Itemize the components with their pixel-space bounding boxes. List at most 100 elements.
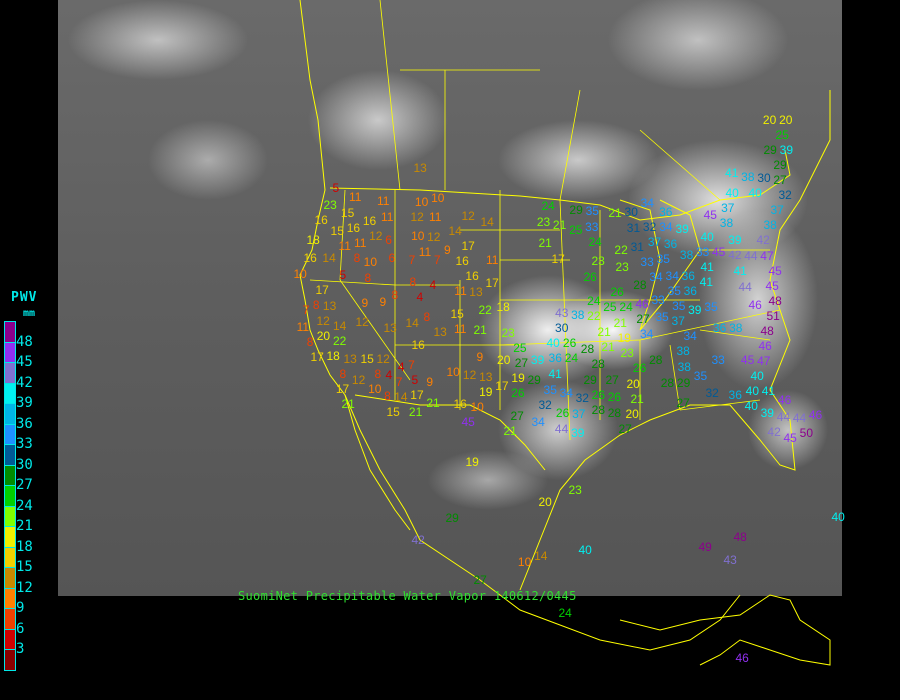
station-pwv-value: 38	[571, 308, 585, 322]
station-pwv-value: 21	[552, 218, 567, 232]
station-pwv-value: 14	[448, 224, 462, 239]
station-pwv-value: 37	[572, 407, 586, 422]
legend-label: 12	[16, 579, 33, 596]
station-pwv-value: 36	[712, 321, 727, 335]
station-pwv-value: 25	[775, 128, 789, 143]
station-pwv-value: 13	[322, 298, 337, 313]
station-pwv-value: 28	[607, 406, 622, 420]
station-pwv-value: 48	[760, 323, 774, 338]
station-pwv-value: 47	[760, 248, 774, 263]
station-pwv-value: 37	[721, 200, 735, 215]
station-pwv-value: 34	[665, 269, 679, 284]
station-pwv-value: 13	[433, 325, 447, 339]
station-pwv-value: 11	[429, 210, 442, 224]
station-pwv-value: 44	[776, 410, 791, 424]
station-pwv-value: 12	[461, 209, 475, 224]
baja-coastline	[344, 394, 411, 531]
legend-swatch	[5, 650, 15, 670]
station-pwv-value: 22	[587, 309, 601, 324]
legend-swatch	[5, 342, 15, 363]
station-pwv-value: 16	[455, 254, 469, 269]
legend-label: 3	[16, 641, 25, 657]
station-pwv-value: 36	[683, 284, 697, 299]
station-pwv-value: 22	[614, 243, 628, 257]
station-pwv-value: 34	[639, 327, 654, 342]
station-pwv-value: 8	[423, 310, 431, 324]
legend-label: 45	[16, 354, 33, 370]
legend-title: PWV	[11, 290, 38, 305]
station-pwv-value: 45	[703, 208, 717, 222]
station-pwv-value: 12	[351, 373, 366, 387]
station-pwv-value: 46	[735, 651, 749, 665]
station-pwv-value: 40	[725, 185, 739, 200]
station-pwv-value: 39	[571, 426, 585, 440]
station-pwv-value: 9	[444, 243, 451, 258]
station-pwv-value: 10	[470, 400, 484, 415]
station-pwv-value: 20	[626, 377, 640, 392]
station-pwv-value: 5	[339, 268, 347, 282]
station-pwv-value: 40	[745, 384, 759, 399]
station-pwv-value: 40	[700, 229, 714, 244]
station-pwv-value: 43	[723, 553, 737, 567]
legend-label: 15	[16, 559, 33, 575]
station-pwv-value: 20	[625, 407, 639, 422]
station-pwv-value: 41	[761, 384, 776, 399]
legend-swatch	[5, 588, 15, 609]
station-pwv-value: 17	[495, 379, 509, 394]
station-pwv-value: 32	[575, 390, 589, 405]
station-pwv-value: 18	[326, 349, 340, 364]
station-pwv-value: 45	[768, 263, 782, 278]
station-pwv-value: 40	[750, 369, 764, 384]
station-pwv-value: 11	[486, 253, 499, 267]
station-pwv-value: 38	[763, 218, 777, 233]
station-pwv-value: 8	[339, 366, 347, 381]
station-pwv-value: 38	[741, 170, 755, 185]
station-pwv-value: 12	[316, 313, 330, 328]
station-pwv-value: 11	[454, 284, 467, 299]
station-pwv-value: 38	[729, 321, 743, 335]
station-pwv-value: 10	[293, 266, 307, 281]
station-pwv-value: 41	[699, 274, 714, 289]
great-lakes-outline	[619, 199, 701, 331]
station-pwv-value: 40	[831, 510, 845, 524]
station-pwv-value: 27	[773, 173, 787, 188]
station-pwv-value: 23	[536, 214, 551, 229]
legend-swatch	[5, 322, 15, 343]
station-pwv-value: 4	[397, 359, 405, 374]
station-pwv-value: 33	[585, 219, 599, 234]
station-pwv-value: 17	[461, 239, 475, 254]
station-pwv-value: 7	[408, 253, 416, 267]
station-pwv-value: 34	[683, 329, 697, 344]
station-pwv-value: 33	[711, 353, 725, 367]
legend-label: 36	[16, 415, 33, 432]
station-pwv-value: 24	[587, 293, 601, 308]
station-pwv-value: 11	[296, 319, 310, 334]
station-pwv-value: 14	[394, 389, 408, 404]
station-pwv-value: 29	[676, 376, 691, 390]
station-pwv-value: 45	[765, 278, 779, 293]
station-pwv-value: 28	[591, 402, 605, 417]
station-pwv-value: 26	[632, 360, 647, 375]
station-pwv-value: 37	[671, 314, 685, 329]
station-pwv-value: 13	[383, 321, 397, 335]
us-mexico-border	[354, 394, 546, 471]
station-pwv-value: 44	[792, 411, 807, 425]
station-pwv-value: 36	[728, 388, 742, 402]
station-pwv-value: 18	[306, 233, 320, 247]
station-pwv-value: 28	[649, 353, 663, 367]
station-pwv-value: 19	[479, 385, 493, 400]
station-pwv-value: 46	[635, 296, 649, 311]
station-pwv-value: 34	[559, 386, 573, 400]
station-pwv-value: 11	[349, 190, 362, 205]
station-pwv-value: 14	[405, 316, 419, 330]
station-pwv-value: 16	[303, 251, 317, 266]
station-pwv-value: 10	[517, 555, 532, 569]
station-pwv-value: 16	[314, 213, 328, 227]
station-pwv-value: 20	[762, 113, 777, 128]
station-pwv-value: 11	[418, 244, 432, 259]
station-pwv-value: 41	[700, 259, 714, 274]
west-coastline	[299, 0, 741, 651]
station-pwv-value: 38	[719, 215, 734, 230]
legend-swatch	[5, 465, 15, 486]
station-pwv-value: 27	[618, 422, 632, 437]
